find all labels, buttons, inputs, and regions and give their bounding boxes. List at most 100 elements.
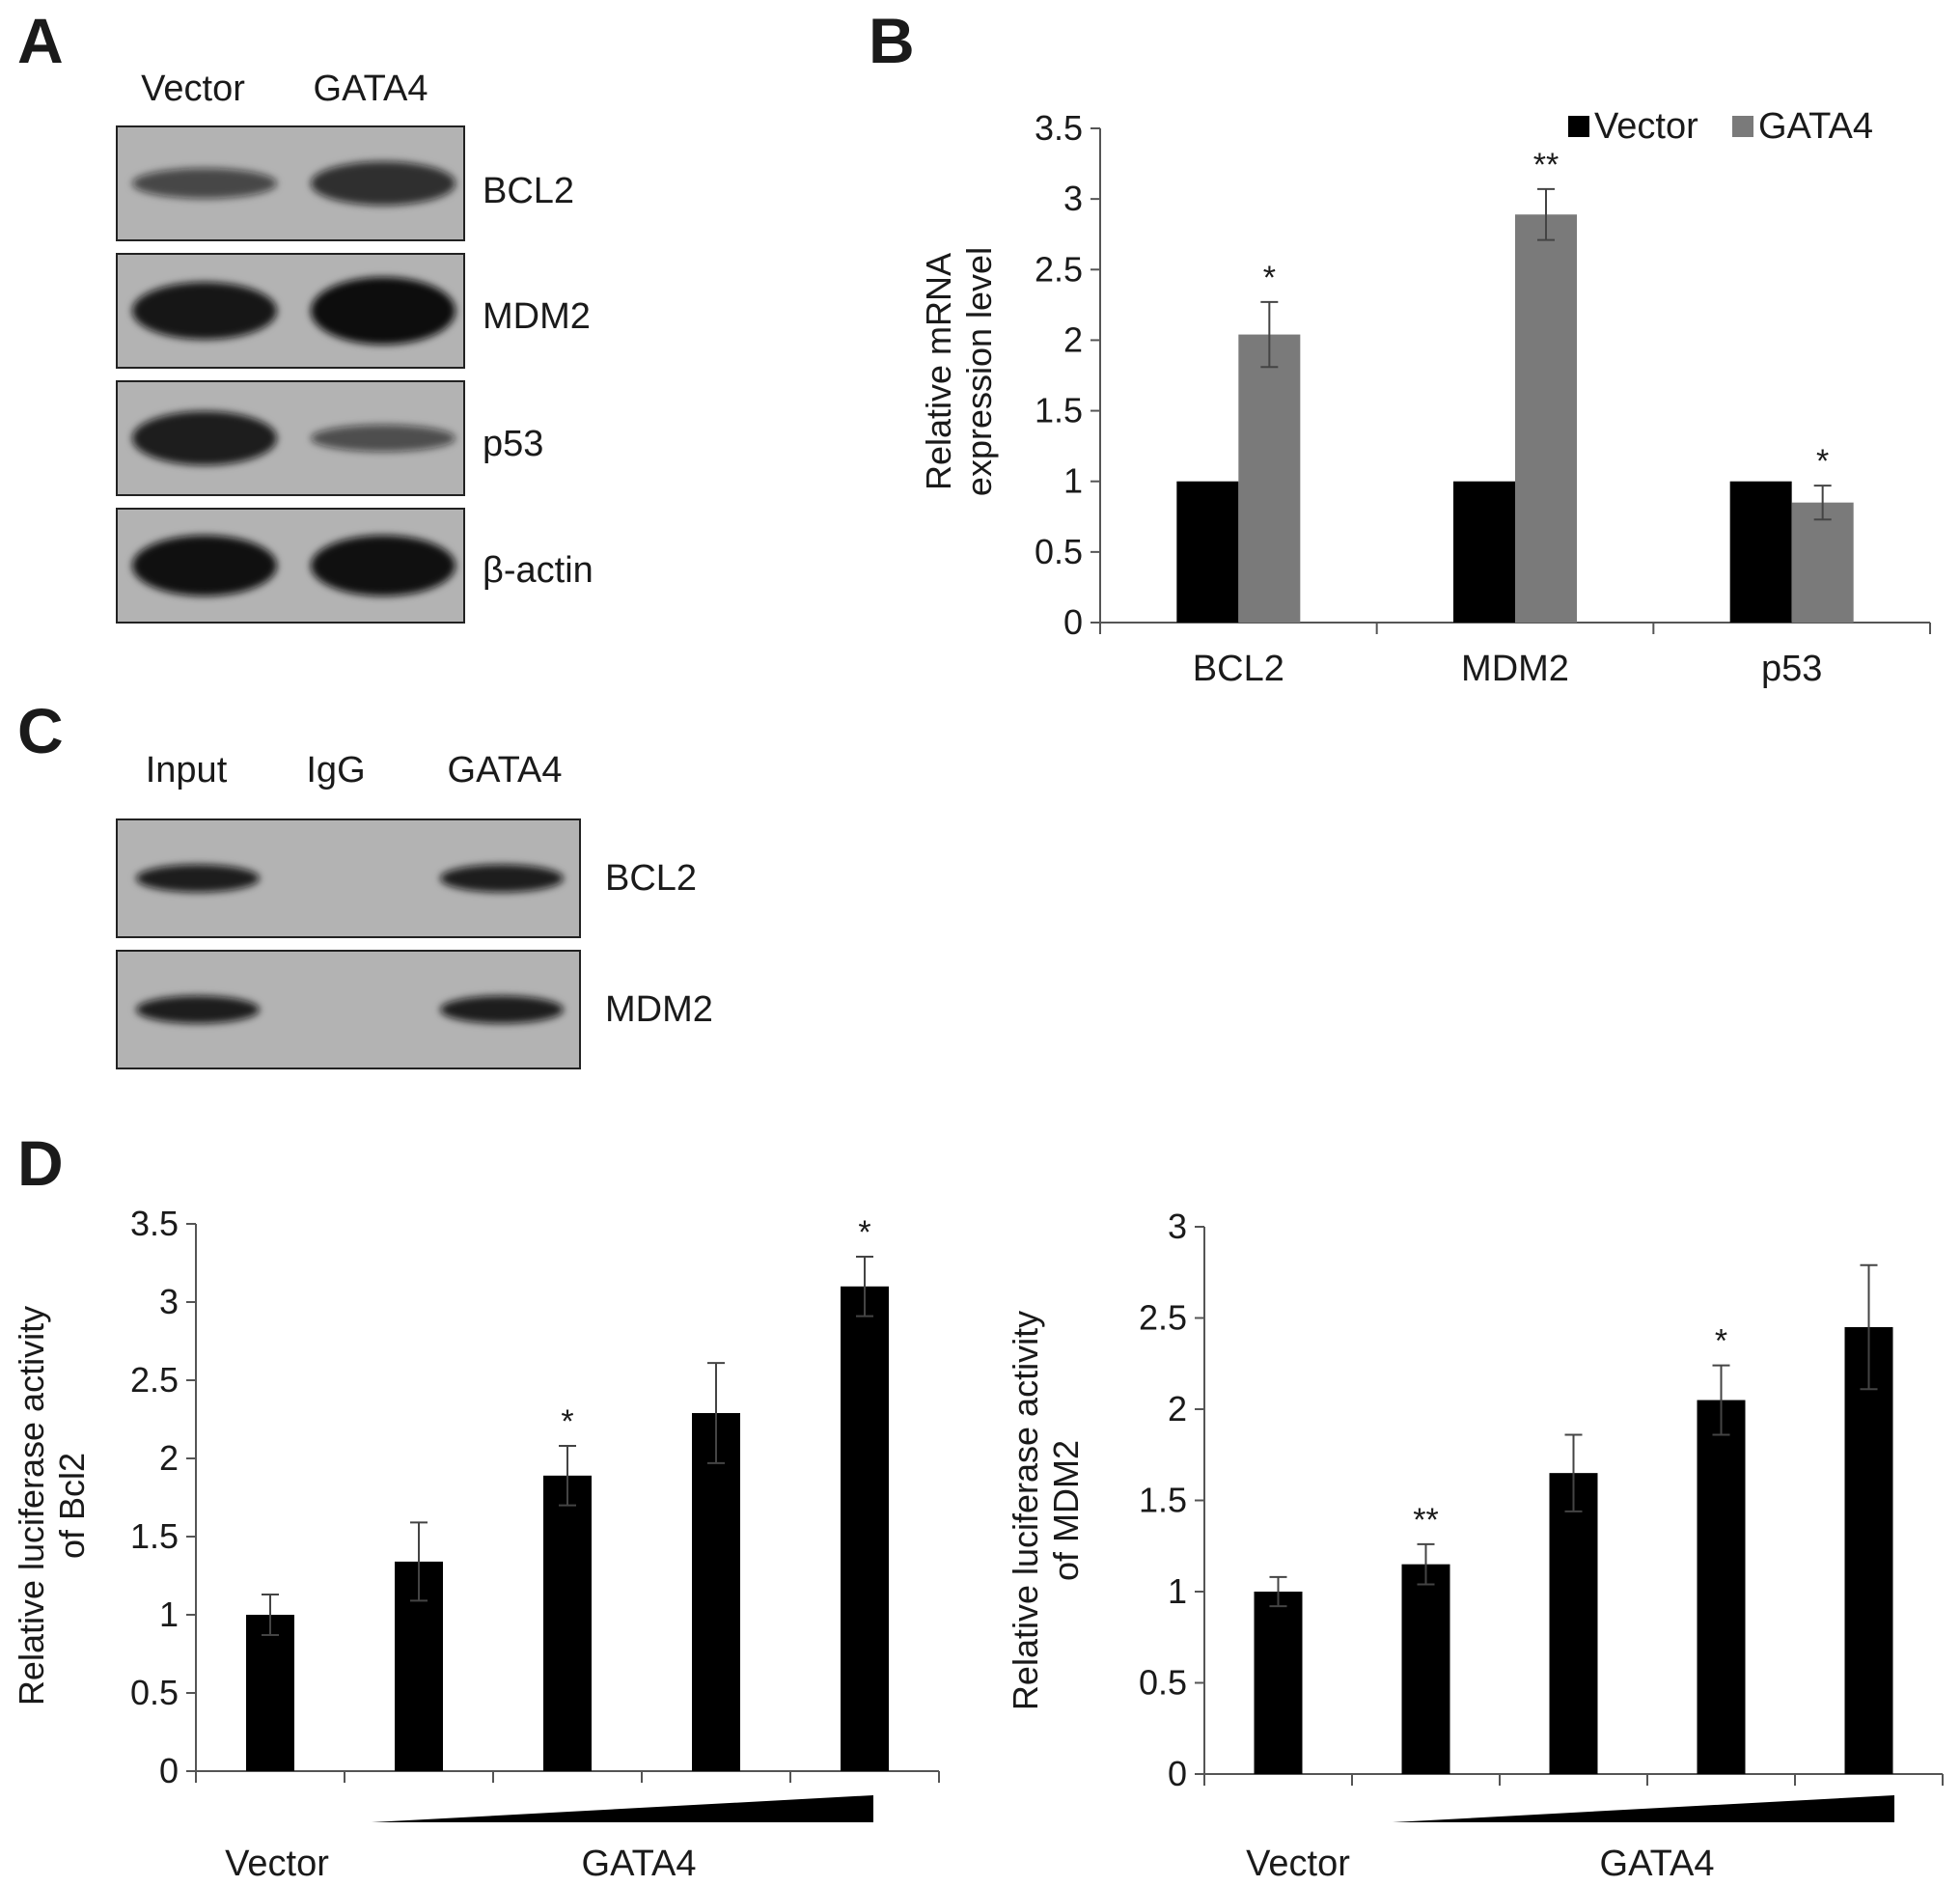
lane-label-gata4-c: GATA4	[448, 750, 563, 790]
blot-band	[311, 535, 455, 596]
legend-swatch-gata4	[1732, 116, 1753, 137]
y-tick-label: 3.5	[1035, 108, 1083, 148]
bar	[1453, 481, 1515, 623]
bar	[1401, 1564, 1450, 1774]
legend-label-gata4: GATA4	[1758, 106, 1873, 147]
bar	[692, 1413, 740, 1771]
panel-letter-a: A	[17, 5, 64, 76]
svg-text:Relative luciferase activity: Relative luciferase activity	[12, 1306, 51, 1706]
y-tick-label: 3.5	[130, 1204, 179, 1243]
svg-text:Relative mRNA: Relative mRNA	[919, 253, 958, 490]
blot-row-label-bcl2: BCL2	[483, 171, 574, 211]
y-tick-label: 0	[1168, 1754, 1187, 1793]
y-tick-label: 2	[1063, 319, 1083, 359]
significance-marker: *	[1715, 1323, 1727, 1360]
x-tick-label: p53	[1761, 649, 1822, 689]
svg-text:Relative luciferase activity: Relative luciferase activity	[1006, 1311, 1045, 1710]
gata4-dose-ramp	[372, 1795, 873, 1822]
bar	[1549, 1473, 1598, 1774]
x-label-vector: Vector	[1246, 1844, 1350, 1884]
blot-row-label-bcl2-c: BCL2	[605, 858, 697, 899]
significance-marker: *	[1816, 443, 1829, 480]
blot-band	[132, 535, 277, 596]
panel-letter-d: D	[17, 1127, 64, 1199]
y-tick-label: 2.5	[1035, 249, 1083, 289]
legend-swatch-vector	[1568, 116, 1589, 137]
panel-letter-b: B	[869, 5, 915, 76]
blot-c	[116, 818, 581, 1069]
significance-marker: **	[1533, 147, 1559, 183]
significance-marker: *	[858, 1214, 870, 1251]
bar	[1254, 1592, 1303, 1774]
significance-marker: **	[1413, 1502, 1438, 1539]
panel-letter-c: C	[17, 695, 64, 766]
y-tick-label: 2.5	[1139, 1298, 1187, 1338]
lane-label-vector: Vector	[141, 69, 245, 109]
bar	[1697, 1400, 1746, 1774]
y-tick-label: 2.5	[130, 1360, 179, 1400]
y-tick-label: 0	[159, 1751, 179, 1790]
blot-band	[132, 168, 277, 199]
blot-band	[311, 161, 455, 206]
y-tick-label: 0.5	[1035, 532, 1083, 571]
y-tick-label: 3	[1168, 1206, 1187, 1246]
y-tick-label: 1.5	[1035, 391, 1083, 430]
y-tick-label: 2	[159, 1438, 179, 1478]
significance-marker: *	[1263, 260, 1276, 296]
blot-a	[116, 125, 465, 624]
blot-band	[440, 864, 564, 893]
y-tick-label: 1.5	[1139, 1481, 1187, 1520]
bar	[1729, 481, 1792, 623]
x-label-gata4: GATA4	[582, 1844, 697, 1884]
y-tick-label: 3	[159, 1282, 179, 1321]
y-tick-label: 1	[159, 1595, 179, 1634]
panel-a-western-blot: Vector GATA4 BCL2 MDM2 p53 β-actin	[116, 69, 594, 624]
y-axis-title: Relative luciferase activity of MDM2	[1006, 1311, 1086, 1710]
bar	[1176, 481, 1239, 623]
bar	[246, 1615, 294, 1771]
bar	[1515, 214, 1577, 623]
bar	[841, 1286, 889, 1771]
x-tick-label: MDM2	[1461, 649, 1569, 689]
chart-d-luciferase-bcl2: Relative luciferase activity of Bcl2 Vec…	[12, 1204, 940, 1884]
bar	[543, 1475, 592, 1771]
blot-band	[311, 277, 455, 345]
bar	[1844, 1326, 1893, 1774]
x-label-vector: Vector	[225, 1844, 329, 1884]
panel-c-chip-blot: Input IgG GATA4 BCL2 MDM2	[116, 750, 713, 1069]
blot-band	[132, 411, 277, 465]
lane-label-input: Input	[146, 750, 228, 790]
blot-band	[136, 864, 260, 893]
y-tick-label: 1	[1168, 1571, 1187, 1611]
y-tick-label: 0.5	[1139, 1663, 1187, 1703]
y-tick-label: 0.5	[130, 1673, 179, 1712]
x-label-gata4: GATA4	[1600, 1844, 1715, 1884]
blot-row-label-p53: p53	[483, 424, 543, 464]
svg-text:of Bcl2: of Bcl2	[52, 1453, 92, 1559]
blot-band	[311, 425, 455, 452]
y-tick-label: 0	[1063, 602, 1083, 642]
y-tick-label: 1	[1063, 461, 1083, 501]
blot-band	[136, 995, 260, 1024]
significance-marker: *	[561, 1403, 573, 1440]
svg-text:of MDM2: of MDM2	[1046, 1440, 1086, 1581]
y-tick-label: 3	[1063, 179, 1083, 218]
y-axis-title: Relative luciferase activity of Bcl2	[12, 1306, 92, 1706]
svg-text:expression level: expression level	[959, 247, 999, 496]
legend: Vector GATA4	[1568, 106, 1873, 147]
y-axis-title: Relative mRNA expression level	[919, 247, 999, 496]
blot-row-label-beta-actin: β-actin	[483, 550, 594, 591]
bar	[1791, 502, 1854, 623]
blot-band	[440, 995, 564, 1024]
legend-label-vector: Vector	[1594, 106, 1698, 147]
y-tick-label: 2	[1168, 1389, 1187, 1428]
blot-band	[132, 282, 277, 340]
blot-row-label-mdm2-c: MDM2	[605, 989, 713, 1030]
gata4-dose-ramp	[1393, 1795, 1894, 1822]
x-tick-label: BCL2	[1193, 649, 1284, 689]
lane-label-gata4: GATA4	[314, 69, 428, 109]
chart-d-luciferase-mdm2: Relative luciferase activity of MDM2 Vec…	[1006, 1206, 1944, 1884]
chart-b-mrna-expression: Relative mRNA expression level Vector GA…	[919, 106, 1931, 689]
lane-label-igg: IgG	[306, 750, 365, 790]
